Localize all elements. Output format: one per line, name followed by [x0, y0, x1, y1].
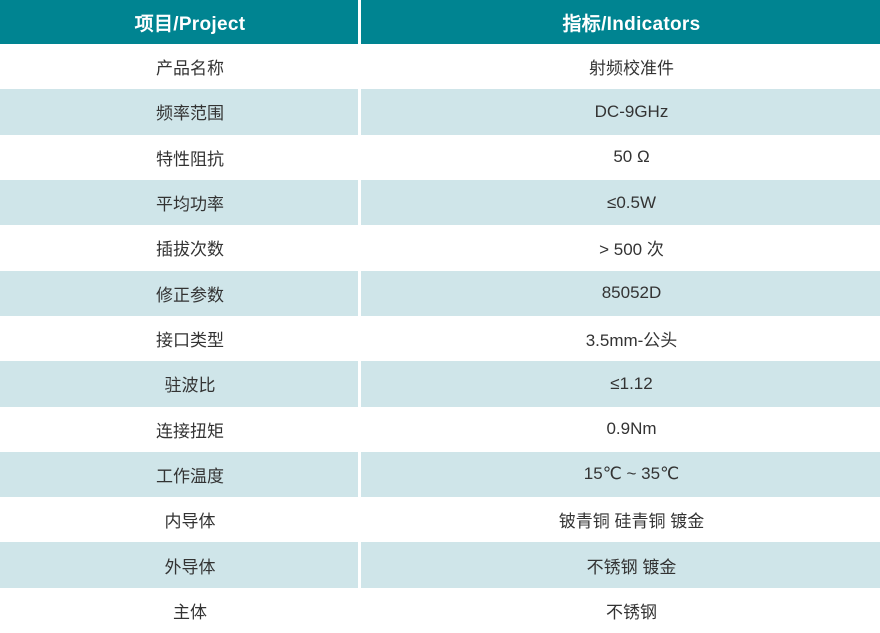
indicator-cell: > 500 次	[361, 225, 880, 271]
project-cell: 外导体	[0, 542, 361, 588]
indicator-cell: ≤1.12	[361, 361, 880, 407]
table-row: 驻波比 ≤1.12	[0, 361, 880, 407]
indicator-cell: 50 Ω	[361, 134, 880, 180]
table-row: 特性阻抗 50 Ω	[0, 134, 880, 180]
table-row: 产品名称 射频校准件	[0, 44, 880, 90]
header-cell-project: 项目/Project	[0, 0, 361, 44]
table-row: 频率范围 DC-9GHz	[0, 89, 880, 135]
project-cell: 工作温度	[0, 451, 361, 498]
indicator-cell: 铍青铜 硅青铜 镀金	[361, 497, 880, 543]
project-cell: 插拔次数	[0, 225, 361, 271]
indicator-cell: 射频校准件	[361, 44, 880, 90]
project-cell: 平均功率	[0, 179, 361, 226]
project-cell: 驻波比	[0, 361, 361, 407]
table-row: 接口类型 3.5mm-公头	[0, 315, 880, 362]
project-cell: 产品名称	[0, 44, 361, 90]
table-row: 工作温度 15℃ ~ 35℃	[0, 451, 880, 498]
header-cell-indicators: 指标/Indicators	[361, 0, 880, 44]
table-row: 内导体 铍青铜 硅青铜 镀金	[0, 497, 880, 543]
table-row: 外导体 不锈钢 镀金	[0, 542, 880, 588]
table-row: 平均功率 ≤0.5W	[0, 179, 880, 226]
table-header-row: 项目/Project 指标/Indicators	[0, 0, 880, 44]
indicator-cell: 3.5mm-公头	[361, 315, 880, 362]
project-cell: 内导体	[0, 497, 361, 543]
indicator-cell: DC-9GHz	[361, 89, 880, 135]
indicator-cell: 85052D	[361, 270, 880, 316]
table-row: 主体 不锈钢	[0, 587, 880, 633]
indicator-cell: 0.9Nm	[361, 406, 880, 452]
project-cell: 频率范围	[0, 89, 361, 135]
indicator-cell: 不锈钢	[361, 587, 880, 633]
project-cell: 特性阻抗	[0, 134, 361, 180]
project-cell: 连接扭矩	[0, 406, 361, 452]
table-row: 修正参数 85052D	[0, 270, 880, 316]
project-cell: 修正参数	[0, 270, 361, 316]
indicator-cell: 15℃ ~ 35℃	[361, 451, 880, 498]
project-cell: 主体	[0, 587, 361, 633]
indicator-cell: ≤0.5W	[361, 179, 880, 226]
indicator-cell: 不锈钢 镀金	[361, 542, 880, 588]
table-row: 插拔次数 > 500 次	[0, 225, 880, 271]
table-row: 连接扭矩 0.9Nm	[0, 406, 880, 452]
project-cell: 接口类型	[0, 315, 361, 362]
